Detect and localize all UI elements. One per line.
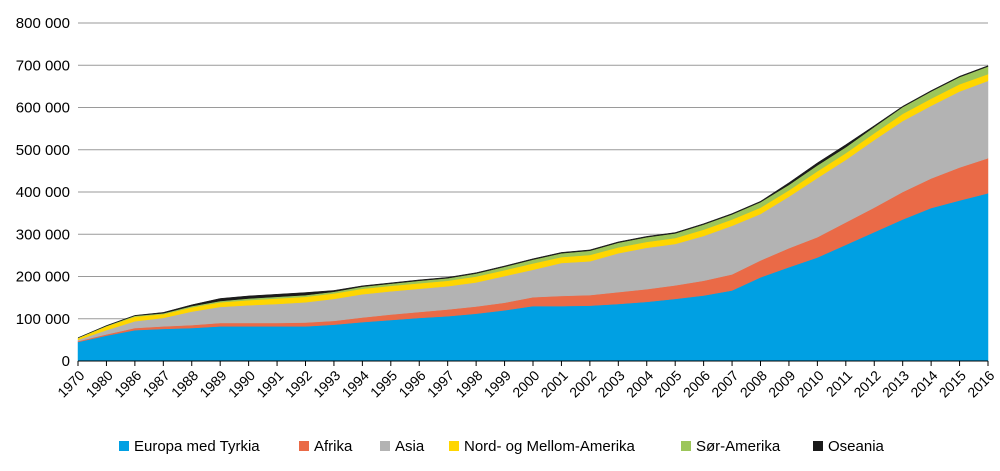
x-tick-label-3: 1987: [139, 367, 172, 400]
x-tick-label-16: 2000: [509, 367, 542, 400]
x-tick-label-19: 2003: [594, 367, 627, 400]
y-tick-label-8: 800 000: [16, 15, 70, 32]
y-tick-label-2: 200 000: [16, 269, 70, 286]
x-tick-label-7: 1991: [253, 367, 286, 400]
area-series-5: [77, 65, 989, 338]
x-tick-label-18: 2002: [566, 367, 599, 400]
x-tick-label-2: 1986: [111, 367, 144, 400]
x-tick-label-29: 2013: [879, 367, 912, 400]
gridlines: [78, 22, 988, 320]
x-tick-label-27: 2011: [823, 367, 856, 400]
x-tick-label-31: 2015: [936, 367, 969, 400]
x-tick-label-14: 1998: [452, 367, 485, 400]
legend-swatch-5: [813, 441, 823, 451]
legend-label-5: Oseania: [828, 438, 885, 455]
legend: Europa med Tyrkia Afrika Asia Nord- og Mell…: [119, 438, 885, 455]
x-tick-label-22: 2006: [680, 367, 713, 400]
x-tick-label-9: 1993: [310, 367, 343, 400]
x-tick-label-4: 1988: [168, 367, 201, 400]
x-tick-label-32: 2016: [964, 367, 997, 400]
legend-label-0: Europa med Tyrkia: [134, 438, 260, 455]
x-tick-label-30: 2014: [907, 367, 940, 400]
series-areas: [77, 65, 989, 362]
y-tick-label-4: 400 000: [16, 184, 70, 201]
x-tick-label-28: 2012: [850, 367, 883, 400]
y-tick-label-5: 500 000: [16, 142, 70, 159]
x-tick-label-21: 2005: [651, 367, 684, 400]
legend-swatch-4: [681, 441, 691, 451]
y-tick-label-3: 300 000: [16, 226, 70, 243]
y-tick-labels: 0 100 000 200 000 300 000 400 000 500 000 600 …: [16, 15, 70, 370]
x-tick-label-0: 1970: [54, 367, 87, 400]
x-tick-label-17: 2001: [538, 367, 571, 400]
axes: [77, 360, 989, 366]
x-tick-label-23: 2007: [708, 367, 741, 400]
legend-swatch-0: [119, 441, 129, 451]
legend-label-1: Afrika: [314, 438, 353, 455]
legend-swatch-3: [449, 441, 459, 451]
x-tick-labels: 1970198019861987198819891990199119921993…: [54, 367, 997, 400]
legend-label-2: Asia: [395, 438, 425, 455]
y-tick-label-6: 600 000: [16, 100, 70, 117]
y-tick-label-7: 700 000: [16, 57, 70, 74]
x-tick-label-10: 1994: [339, 367, 372, 400]
x-tick-label-20: 2004: [623, 367, 656, 400]
x-tick-label-8: 1992: [282, 367, 315, 400]
x-tick-label-24: 2008: [737, 367, 770, 400]
legend-label-4: Sør-Amerika: [696, 438, 781, 455]
x-tick-label-13: 1997: [424, 367, 457, 400]
x-tick-label-6: 1990: [225, 367, 258, 400]
x-tick-label-11: 1995: [367, 367, 400, 400]
legend-label-3: Nord- og Mellom-Amerika: [464, 438, 636, 455]
x-tick-label-1: 1980: [83, 367, 116, 400]
x-tick-label-26: 2010: [794, 367, 827, 400]
x-tick-label-5: 1989: [196, 367, 229, 400]
legend-swatch-1: [299, 441, 309, 451]
legend-swatch-2: [380, 441, 390, 451]
y-tick-label-0: 0: [62, 353, 70, 370]
x-tick-label-12: 1996: [395, 367, 428, 400]
x-tick-label-25: 2009: [765, 367, 798, 400]
y-tick-label-1: 100 000: [16, 311, 70, 328]
x-tick-label-15: 1999: [481, 367, 514, 400]
